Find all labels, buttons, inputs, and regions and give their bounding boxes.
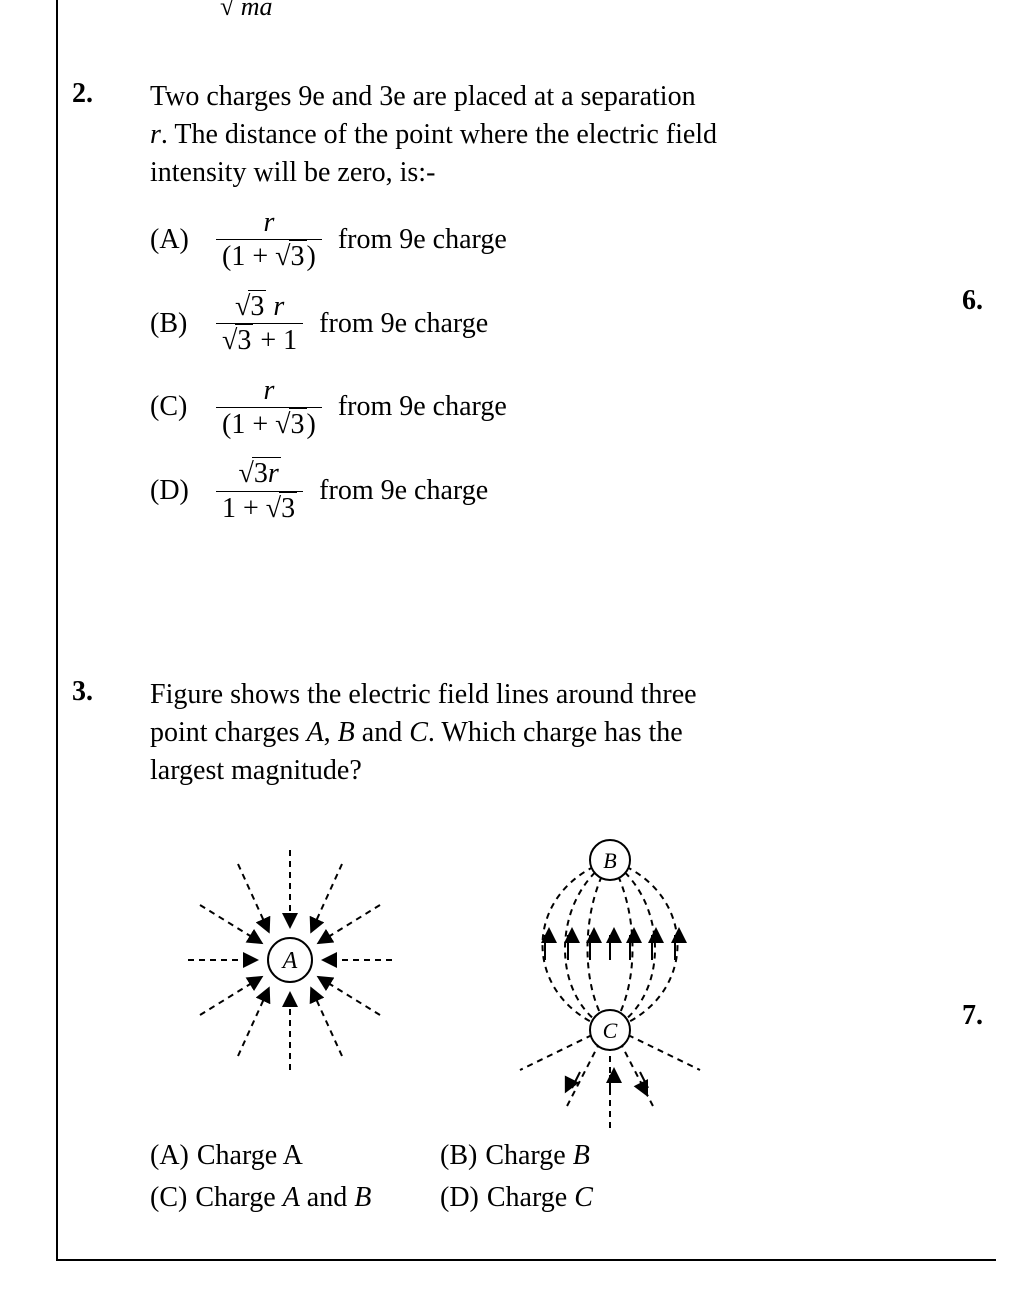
q2-b-num-sqrt: 3	[248, 290, 266, 322]
q2-option-b-label: (B)	[150, 308, 210, 340]
figure-bc: B C	[460, 810, 760, 1140]
q2-a-den-rad: 3	[289, 240, 307, 272]
q3-option-b: (B) Charge B	[440, 1140, 730, 1172]
q3-b-label: (B)	[440, 1140, 477, 1172]
q2-c-den-post: )	[307, 409, 316, 440]
q3-option-c: (C) Charge A and B	[150, 1182, 440, 1214]
q3-a-text: Charge A	[197, 1140, 303, 1172]
q2-a-den-pre: (1 +	[222, 241, 275, 272]
q2-b-suffix: from 9e charge	[319, 308, 488, 340]
bottom-rule	[56, 1259, 996, 1261]
q2-option-c: (C) r (1 + 3) from 9e charge	[150, 376, 507, 440]
q2-d-den-sqrt: 3	[279, 492, 297, 524]
q2-a-suffix: from 9e charge	[338, 224, 507, 256]
q3-number: 3.	[72, 676, 93, 708]
q2-option-c-label: (C)	[150, 391, 210, 423]
q6-number: 6.	[962, 285, 983, 317]
q2-option-a-fraction: r (1 + 3)	[216, 208, 322, 272]
q2-d-num-sqrt: 3r	[254, 458, 279, 489]
q2-option-c-fraction: r (1 + 3)	[216, 376, 322, 440]
q2-d-den-pre: 1 +	[222, 493, 266, 524]
q2-option-d-fraction: 3r 1 + 3	[216, 459, 303, 523]
q3-a-label: (A)	[150, 1140, 189, 1172]
fig-c-label: C	[603, 1018, 618, 1043]
q2-option-a-label: (A)	[150, 224, 210, 256]
q3-d-text: Charge C	[487, 1182, 593, 1214]
q2-option-d-label: (D)	[150, 475, 210, 507]
q2-c-suffix: from 9e charge	[338, 391, 507, 423]
q2-d-suffix: from 9e charge	[319, 475, 488, 507]
q2-c-den-rad: 3	[289, 408, 307, 440]
q2-c-den-pre: (1 +	[222, 409, 275, 440]
q2-b-den-post: + 1	[253, 325, 297, 356]
q3-line3: largest magnitude?	[150, 755, 362, 786]
q2-option-a: (A) r (1 + 3) from 9e charge	[150, 208, 507, 272]
partial-prev-line: √ ma	[220, 0, 273, 22]
q2-option-b-fraction: 3 r 3 + 1	[216, 292, 303, 356]
q2-text: Two charges 9e and 3e are placed at a se…	[150, 78, 750, 191]
q3-c-text: Charge A and B	[195, 1182, 371, 1214]
q2-line3: intensity will be zero, is:-	[150, 157, 435, 188]
q3-option-d: (D) Charge C	[440, 1182, 730, 1214]
q7-number: 7.	[962, 1000, 983, 1032]
q3-b-text: Charge B	[485, 1140, 589, 1172]
q2-b-den-sqrt: 3	[235, 324, 253, 356]
q2-b-num-post: r	[266, 291, 284, 322]
q3-text: Figure shows the electric field lines ar…	[150, 676, 750, 789]
fig-a-label: A	[281, 948, 298, 974]
q2-c-num: r	[263, 375, 274, 406]
q2-options: (A) r (1 + 3) from 9e charge (B) 3 r 3 +…	[150, 208, 507, 543]
q3-c-label: (C)	[150, 1182, 187, 1214]
q2-option-d: (D) 3r 1 + 3 from 9e charge	[150, 459, 507, 523]
q3-option-a: (A) Charge A	[150, 1140, 440, 1172]
q3-figures: A	[160, 810, 760, 1140]
q2-line2: r. The distance of the point where the e…	[150, 119, 717, 150]
left-rule	[56, 0, 58, 1260]
q2-option-b: (B) 3 r 3 + 1 from 9e charge	[150, 292, 507, 356]
fig-b-label: B	[603, 848, 616, 873]
q2-a-num: r	[263, 207, 274, 238]
q2-number: 2.	[72, 78, 93, 110]
q3-options: (A) Charge A (B) Charge B (C) Charge A a…	[150, 1140, 750, 1224]
q2-a-den-post: )	[307, 241, 316, 272]
q3-d-label: (D)	[440, 1182, 479, 1214]
q3-line1: Figure shows the electric field lines ar…	[150, 679, 697, 710]
q2-line1: Two charges 9e and 3e are placed at a se…	[150, 81, 696, 112]
q3-line2: point charges A, B and C. Which charge h…	[150, 717, 683, 748]
figure-a: A	[160, 810, 420, 1110]
